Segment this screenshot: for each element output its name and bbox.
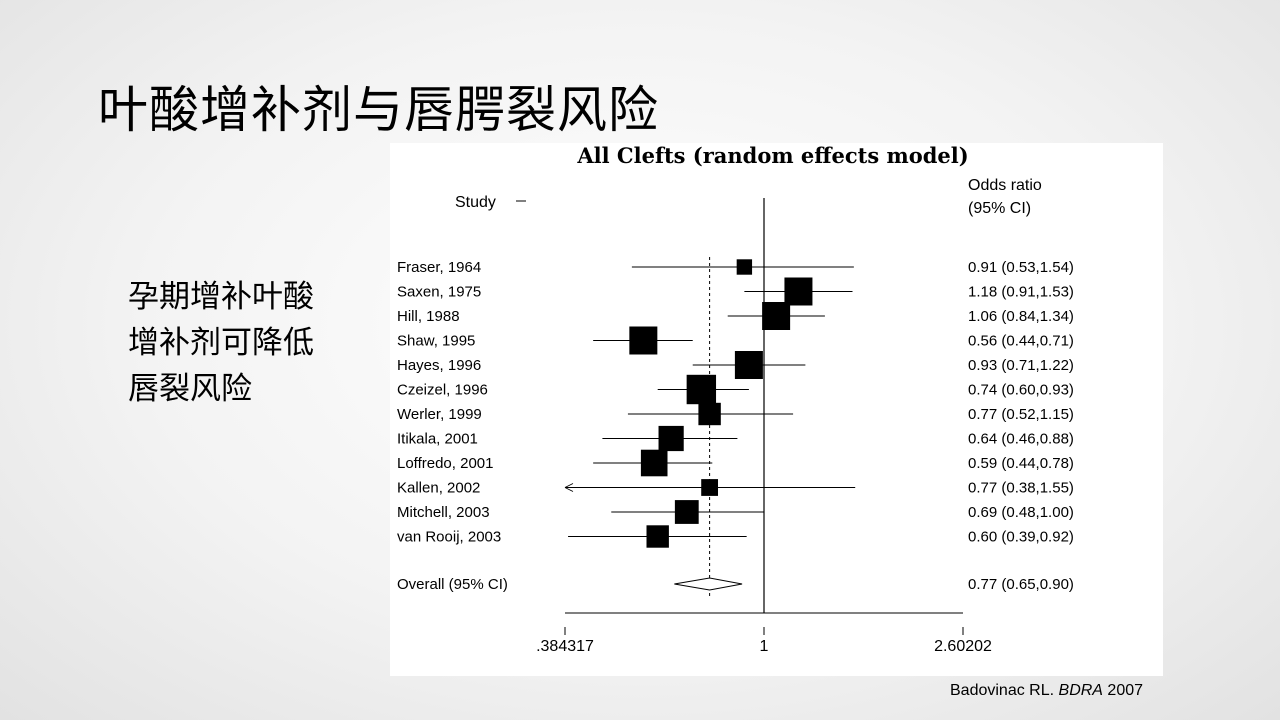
study-label: Shaw, 1995 bbox=[397, 333, 475, 350]
study-label: Hill, 1988 bbox=[397, 308, 460, 325]
point-estimate-square bbox=[698, 403, 720, 425]
point-estimate-square bbox=[675, 500, 699, 524]
study-label: van Rooij, 2003 bbox=[397, 529, 501, 546]
bullet-line: 增补剂可降低 bbox=[128, 320, 388, 366]
odds-ratio-value: 1.06 (0.84,1.34) bbox=[968, 308, 1074, 325]
odds-ratio-value: 0.74 (0.60,0.93) bbox=[968, 382, 1074, 399]
forest-plot-figure: All Clefts (random effects model) Study … bbox=[390, 143, 1163, 676]
odds-ratio-value: 0.69 (0.48,1.00) bbox=[968, 504, 1074, 521]
citation-year: 2007 bbox=[1103, 682, 1143, 699]
bullet-line: 唇裂风险 bbox=[128, 366, 388, 412]
slide-title: 叶酸增补剂与唇腭裂风险 bbox=[98, 70, 659, 142]
point-estimate-square bbox=[735, 351, 763, 379]
study-label: Saxen, 1975 bbox=[397, 284, 481, 301]
point-estimate-square bbox=[762, 302, 790, 330]
odds-ratio-value: 0.60 (0.39,0.92) bbox=[968, 529, 1074, 546]
odds-ratio-value: 0.77 (0.38,1.55) bbox=[968, 480, 1074, 497]
point-estimate-square bbox=[784, 278, 812, 306]
study-label: Loffredo, 2001 bbox=[397, 455, 493, 472]
odds-ratio-value: 0.56 (0.44,0.71) bbox=[968, 333, 1074, 350]
chart-title: All Clefts (random effects model) bbox=[576, 143, 968, 168]
point-estimate-square bbox=[737, 259, 752, 274]
odds-ratio-value: 0.93 (0.71,1.22) bbox=[968, 357, 1074, 374]
point-estimate-square bbox=[646, 525, 668, 547]
ci-header: (95% CI) bbox=[968, 200, 1031, 217]
odds-ratio-header: Odds ratio bbox=[968, 177, 1042, 194]
x-tick-label-min: .384317 bbox=[536, 638, 594, 655]
point-estimate-square bbox=[687, 375, 716, 404]
bullet-line: 孕期增补叶酸 bbox=[128, 274, 388, 320]
study-label: Fraser, 1964 bbox=[397, 259, 481, 276]
study-label: Itikala, 2001 bbox=[397, 431, 478, 448]
overall-diamond bbox=[674, 578, 742, 590]
odds-ratio-value: 1.18 (0.91,1.53) bbox=[968, 284, 1074, 301]
odds-ratio-value: 0.59 (0.44,0.78) bbox=[968, 455, 1074, 472]
point-estimate-square bbox=[641, 450, 668, 477]
bullet-text: 孕期增补叶酸 增补剂可降低 唇裂风险 bbox=[128, 274, 388, 412]
study-label: Czeizel, 1996 bbox=[397, 382, 488, 399]
odds-ratio-value: 0.64 (0.46,0.88) bbox=[968, 431, 1074, 448]
x-tick-label-one: 1 bbox=[760, 638, 769, 655]
study-header: Study bbox=[455, 194, 496, 211]
study-label: Mitchell, 2003 bbox=[397, 504, 490, 521]
point-estimate-square bbox=[701, 479, 718, 496]
odds-ratio-value: 0.77 (0.52,1.15) bbox=[968, 406, 1074, 423]
point-estimate-square bbox=[659, 426, 684, 451]
citation: Badovinac RL. BDRA 2007 bbox=[950, 682, 1143, 700]
odds-ratio-value: 0.91 (0.53,1.54) bbox=[968, 259, 1074, 276]
citation-author: Badovinac RL. bbox=[950, 682, 1059, 699]
x-tick-label-max: 2.60202 bbox=[934, 638, 992, 655]
study-label: Kallen, 2002 bbox=[397, 480, 480, 497]
study-label: Hayes, 1996 bbox=[397, 357, 481, 374]
overall-label: Overall (95% CI) bbox=[397, 576, 508, 593]
citation-journal: BDRA bbox=[1059, 682, 1103, 699]
forest-plot: All Clefts (random effects model) Study … bbox=[390, 143, 1163, 676]
point-estimate-square bbox=[629, 327, 657, 355]
study-label: Werler, 1999 bbox=[397, 406, 482, 423]
overall-odds-ratio: 0.77 (0.65,0.90) bbox=[968, 576, 1074, 593]
